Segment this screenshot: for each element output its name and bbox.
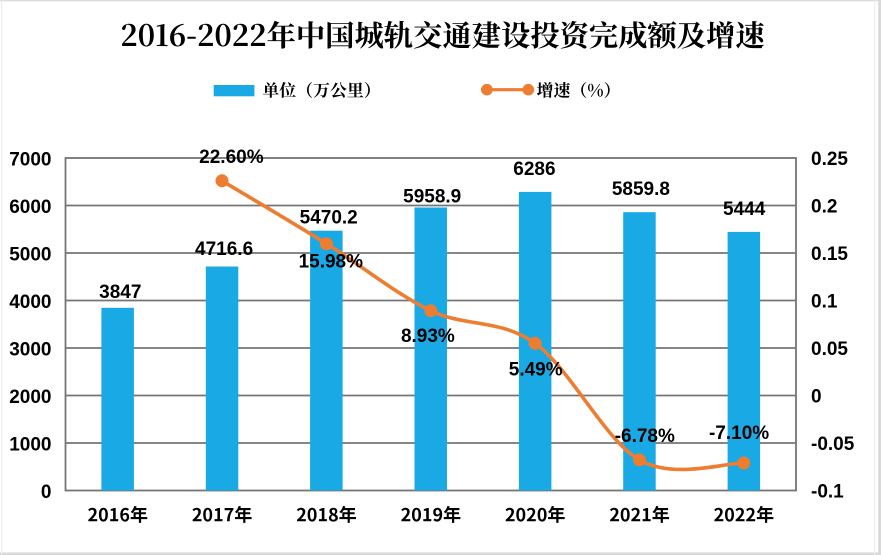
svg-text:0.15: 0.15 [811,244,848,265]
svg-text:0: 0 [811,386,822,407]
svg-text:4000: 4000 [9,292,51,313]
svg-text:0.2: 0.2 [811,196,837,217]
svg-text:5000: 5000 [9,245,51,266]
svg-text:7000: 7000 [9,150,51,171]
svg-text:-0.1: -0.1 [811,481,844,502]
svg-text:6000: 6000 [9,197,51,218]
svg-text:0.05: 0.05 [811,339,848,360]
svg-text:8.93%: 8.93% [401,326,455,347]
svg-text:0.1: 0.1 [811,291,838,312]
svg-text:-7.10%: -7.10% [709,423,769,444]
svg-text:2000: 2000 [9,387,51,408]
svg-text:5.49%: 5.49% [509,359,563,380]
svg-text:5859.8: 5859.8 [612,179,670,200]
svg-text:22.60%: 22.60% [199,147,264,168]
svg-text:3847: 3847 [99,282,141,303]
svg-text:1000: 1000 [9,435,51,456]
svg-text:-6.78%: -6.78% [615,426,675,447]
svg-text:0: 0 [41,482,52,503]
svg-text:3000: 3000 [9,340,51,361]
svg-text:4716.6: 4716.6 [195,239,253,260]
svg-text:-0.05: -0.05 [811,434,855,455]
svg-text:0.25: 0.25 [811,149,848,170]
svg-text:15.98%: 15.98% [299,252,364,273]
svg-text:5444: 5444 [723,199,766,220]
svg-text:5470.2: 5470.2 [300,208,358,229]
svg-text:5958.9: 5958.9 [403,187,461,208]
svg-text:6286: 6286 [513,159,555,180]
